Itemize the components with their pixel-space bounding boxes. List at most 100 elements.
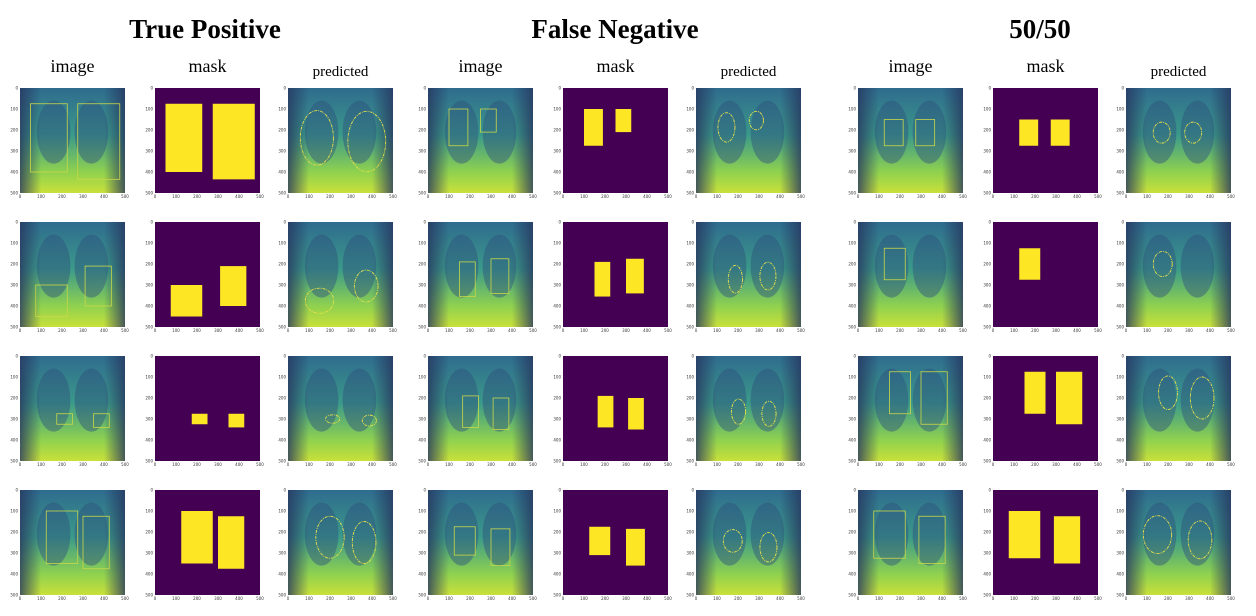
y-tick-label: 100 — [983, 375, 991, 380]
x-tick-label: 100 — [305, 596, 313, 601]
y-tick-label: 500 — [10, 191, 18, 196]
x-tick-label: 0 — [562, 462, 565, 467]
x-tick-label: 200 — [1164, 462, 1172, 467]
y-tick-label: 200 — [1116, 262, 1124, 267]
x-tick-label: 400 — [235, 328, 243, 333]
y-tick-label: 500 — [848, 459, 856, 464]
predicted-outline — [325, 414, 341, 424]
x-tick-label: 400 — [368, 596, 376, 601]
x-tick-label: 500 — [256, 328, 264, 333]
x-tick-label: 300 — [1052, 328, 1060, 333]
bbox-outline — [889, 371, 911, 415]
y-tick-label: 300 — [145, 283, 153, 288]
y-tick-label: 200 — [1116, 128, 1124, 133]
x-tick-label: 400 — [368, 462, 376, 467]
y-tick-label: 200 — [686, 530, 694, 535]
y-tick-label: 300 — [145, 149, 153, 154]
y-tick-label: 100 — [418, 241, 426, 246]
x-tick-label: 100 — [713, 194, 721, 199]
x-tick-label: 200 — [326, 194, 334, 199]
mask-background — [993, 88, 1098, 193]
y-tick-label: 0 — [283, 86, 286, 91]
y-tick-label: 0 — [423, 354, 426, 359]
panel: 0 0 100 100 200 200 300 300 400 400 500 500 — [145, 354, 264, 468]
xray-shade — [428, 88, 533, 193]
x-tick-label: 200 — [193, 194, 201, 199]
y-tick-label: 400 — [848, 170, 856, 175]
panel: 0 0 100 100 200 200 300 300 400 400 500 500 — [686, 354, 805, 468]
x-tick-label: 300 — [214, 328, 222, 333]
y-tick-label: 0 — [15, 220, 18, 225]
y-tick-label: 0 — [691, 354, 694, 359]
x-tick-label: 100 — [1143, 462, 1151, 467]
lung — [912, 100, 947, 164]
x-tick-label: 300 — [487, 328, 495, 333]
panel: 0 0 100 100 200 200 300 300 400 400 500 500 — [10, 86, 129, 200]
x-tick-label: 300 — [347, 194, 355, 199]
y-tick-label: 300 — [553, 149, 561, 154]
y-tick-label: 100 — [848, 509, 856, 514]
y-tick-label: 200 — [145, 530, 153, 535]
lung — [482, 234, 517, 298]
x-tick-label: 200 — [601, 328, 609, 333]
x-tick-label: 100 — [172, 194, 180, 199]
x-tick-label: 300 — [79, 462, 87, 467]
x-tick-label: 400 — [368, 194, 376, 199]
panel: 0 0 100 100 200 200 300 300 400 400 500 500 — [10, 354, 129, 468]
xray-shade — [858, 88, 963, 193]
xray-shade — [696, 356, 801, 461]
y-tick-label: 200 — [145, 128, 153, 133]
y-tick-label: 200 — [278, 396, 286, 401]
y-tick-label: 500 — [983, 459, 991, 464]
y-tick-label: 100 — [983, 107, 991, 112]
y-tick-label: 400 — [983, 170, 991, 175]
lung — [482, 100, 517, 164]
y-tick-label: 100 — [1116, 241, 1124, 246]
lung — [712, 100, 747, 164]
x-tick-label: 100 — [1010, 194, 1018, 199]
mask-region — [626, 528, 645, 566]
y-tick-label: 100 — [686, 375, 694, 380]
predicted-outline — [727, 264, 743, 294]
bbox-outline — [490, 258, 510, 294]
x-tick-label: 400 — [508, 194, 516, 199]
mask-background — [563, 88, 668, 193]
mask-region — [165, 103, 203, 172]
y-tick-label: 400 — [983, 572, 991, 577]
xray-shade — [20, 356, 125, 461]
panel: 0 0 100 100 200 200 300 300 400 400 500 500 — [145, 488, 264, 602]
panel: 0 0 100 100 200 200 300 300 400 400 500 500 — [278, 86, 397, 200]
y-tick-label: 300 — [1116, 417, 1124, 422]
y-tick-label: 500 — [278, 459, 286, 464]
bbox-outline — [873, 510, 906, 559]
y-tick-label: 500 — [1116, 191, 1124, 196]
y-tick-label: 500 — [848, 325, 856, 330]
y-tick-label: 400 — [686, 170, 694, 175]
lung — [36, 368, 71, 432]
lung — [444, 100, 479, 164]
y-tick-label: 0 — [15, 488, 18, 493]
y-tick-label: 100 — [145, 107, 153, 112]
panel: 0 0 100 100 200 200 300 300 400 400 500 500 — [686, 488, 805, 602]
y-tick-label: 200 — [848, 262, 856, 267]
bbox-outline — [93, 413, 110, 428]
mask-region — [228, 413, 245, 428]
mask-region — [212, 103, 255, 180]
lung — [1180, 234, 1215, 298]
y-tick-label: 400 — [145, 304, 153, 309]
x-tick-label: 200 — [896, 194, 904, 199]
lung — [36, 100, 71, 164]
panel: 0 0 100 100 200 200 300 300 400 400 500 500 — [983, 220, 1102, 334]
lung — [74, 368, 109, 432]
x-tick-label: 100 — [37, 328, 45, 333]
panel: 0 0 100 100 200 200 300 300 400 400 500 500 — [848, 488, 967, 602]
lung — [342, 100, 377, 164]
x-tick-label: 0 — [287, 194, 290, 199]
panel: 0 0 100 100 200 200 300 300 400 400 500 500 — [848, 354, 967, 468]
y-tick-label: 400 — [686, 438, 694, 443]
y-tick-label: 300 — [686, 551, 694, 556]
x-tick-label: 300 — [79, 596, 87, 601]
y-tick-label: 0 — [283, 220, 286, 225]
y-tick-label: 100 — [278, 241, 286, 246]
mask-region — [589, 526, 611, 556]
